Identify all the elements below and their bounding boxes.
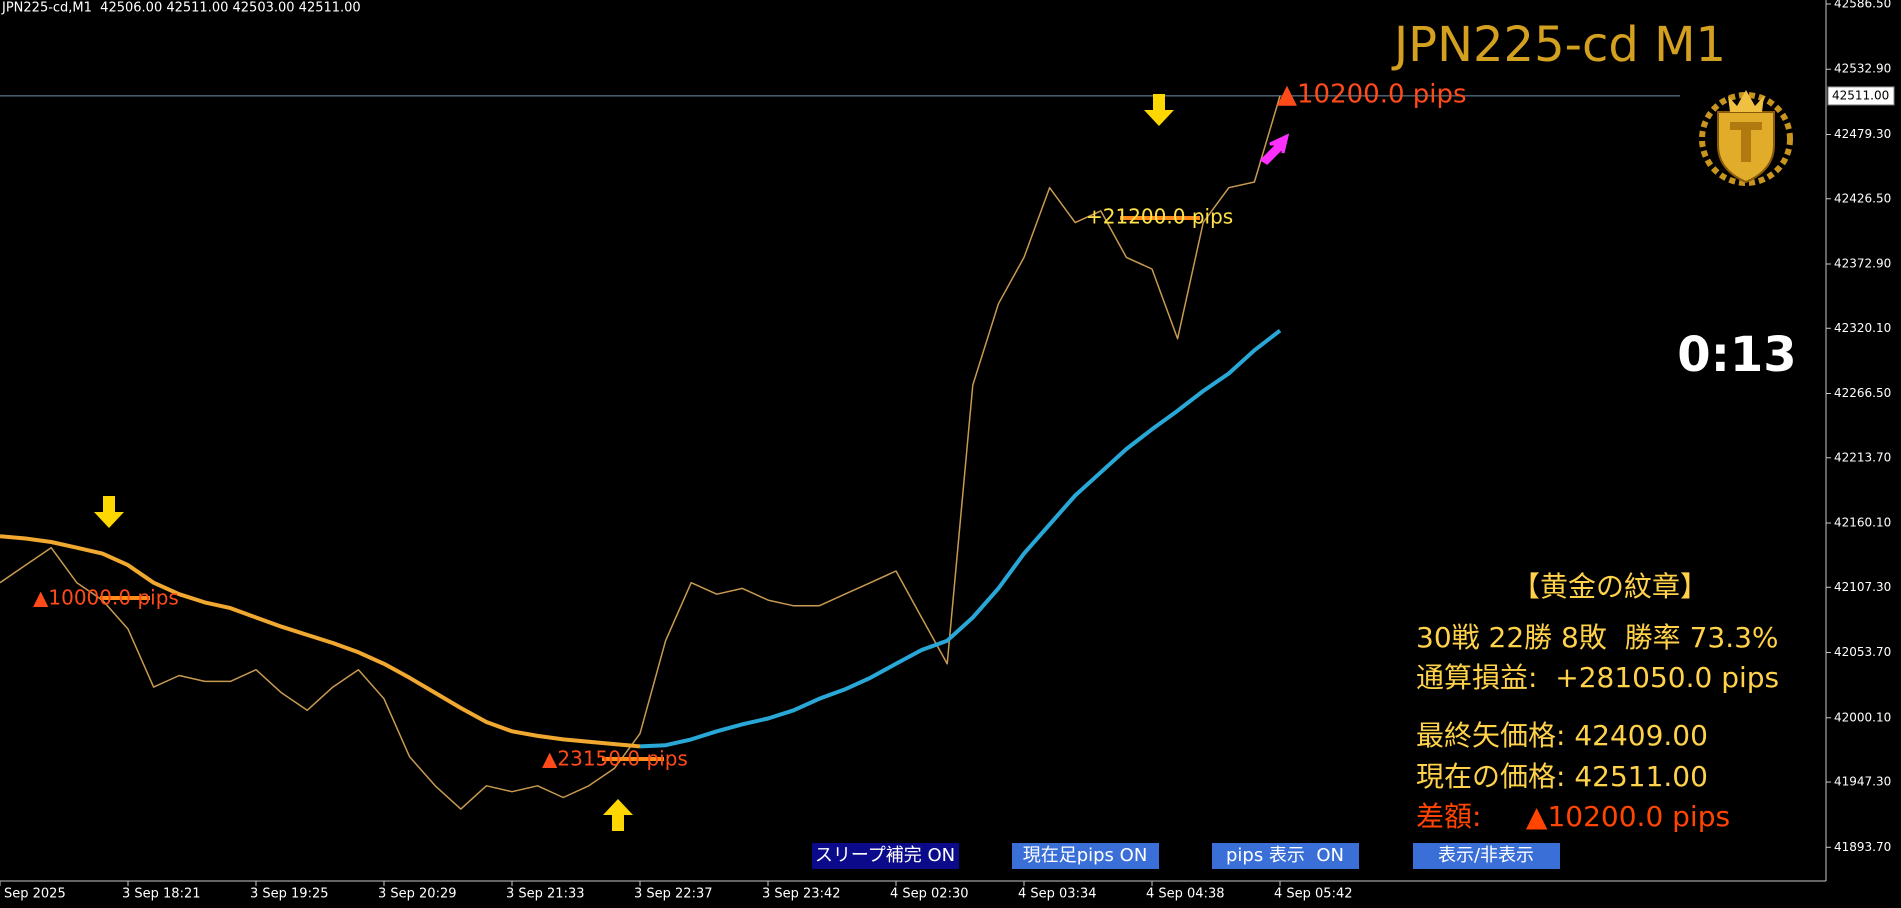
x-tick-label: 3 Sep 21:33 (506, 887, 585, 902)
signal-arrow (94, 496, 124, 528)
signal-arrow (1259, 133, 1290, 165)
y-tick-label: 42532.90 (1834, 62, 1891, 76)
toggle-button[interactable]: スリープ補完 ON (812, 843, 959, 869)
panel-line: 30戦 22勝 8敗 勝率 73.3% (1416, 621, 1779, 654)
y-tick-label: 42426.50 (1834, 191, 1891, 205)
x-tick-label: Sep 2025 (4, 887, 66, 902)
pips-annotation: +21200.0 pips (1086, 205, 1233, 229)
signal-arrow (1144, 94, 1174, 126)
button-face (1212, 843, 1359, 869)
current-price-label: 42511.00 (1832, 88, 1889, 102)
x-tick-label: 3 Sep 20:29 (378, 887, 457, 902)
panel-line: 現在の価格: 42511.00 (1416, 760, 1708, 793)
x-tick-label: 4 Sep 05:42 (1274, 887, 1353, 902)
y-tick-label: 41893.70 (1834, 840, 1891, 854)
y-tick-label: 42053.70 (1834, 645, 1891, 659)
emblem (1699, 90, 1793, 186)
y-tick-label: 42000.10 (1834, 710, 1891, 724)
y-tick-label: 41947.30 (1834, 775, 1891, 789)
panel-line: 通算損益: +281050.0 pips (1416, 661, 1779, 694)
pips-annotation: ▲10000.0 pips (33, 586, 179, 610)
moving-average (0, 534, 641, 749)
y-tick-label: 42213.70 (1834, 450, 1891, 464)
y-tick-label: 42586.50 (1834, 0, 1891, 11)
timer: 0:13 (1677, 327, 1796, 383)
signal-arrow (603, 799, 633, 831)
panel-line: 【黄金の紋章】 (1512, 570, 1708, 603)
toggle-button[interactable]: pips 表示 ON (1212, 843, 1359, 869)
panel-line: 差額: ▲10200.0 pips (1416, 800, 1730, 833)
toggle-button[interactable]: 表示/非表示 (1413, 843, 1560, 869)
x-tick-label: 4 Sep 02:30 (890, 887, 969, 902)
pips-annotation: ▲10200.0 pips (1277, 80, 1467, 110)
chart-title: JPN225-cd M1 (1391, 17, 1726, 73)
button-label: pips 表示 ON (1226, 845, 1344, 866)
moving-average (639, 329, 1282, 749)
y-tick-label: 42479.30 (1834, 127, 1891, 141)
button-face (1413, 843, 1560, 869)
button-label: スリープ補完 ON (815, 845, 955, 866)
panel-line: 最終矢価格: 42409.00 (1416, 719, 1708, 752)
pips-annotation: ▲23150.0 pips (542, 747, 688, 771)
x-tick-label: 4 Sep 04:38 (1146, 887, 1225, 902)
button-label: 現在足pips ON (1023, 845, 1148, 866)
y-tick-label: 42160.10 (1834, 516, 1891, 530)
y-tick-label: 42372.90 (1834, 256, 1891, 270)
x-tick-label: 3 Sep 18:21 (122, 887, 201, 902)
current-price-box (1827, 86, 1895, 106)
x-tick-label: 3 Sep 23:42 (762, 887, 841, 902)
x-tick-label: 4 Sep 03:34 (1018, 887, 1097, 902)
x-tick-label: 3 Sep 19:25 (250, 887, 329, 902)
button-face (812, 843, 959, 869)
toggle-button[interactable]: 現在足pips ON (1012, 843, 1159, 869)
price-line (0, 95, 1281, 810)
y-tick-label: 42266.50 (1834, 386, 1891, 400)
button-face (1012, 843, 1159, 869)
y-tick-label: 42107.30 (1834, 580, 1891, 594)
x-tick-label: 3 Sep 22:37 (634, 887, 713, 902)
button-label: 表示/非表示 (1438, 845, 1534, 866)
symbol-header: JPN225-cd,M1 42506.00 42511.00 42503.00 … (1, 1, 361, 16)
y-tick-label: 42320.10 (1834, 321, 1891, 335)
